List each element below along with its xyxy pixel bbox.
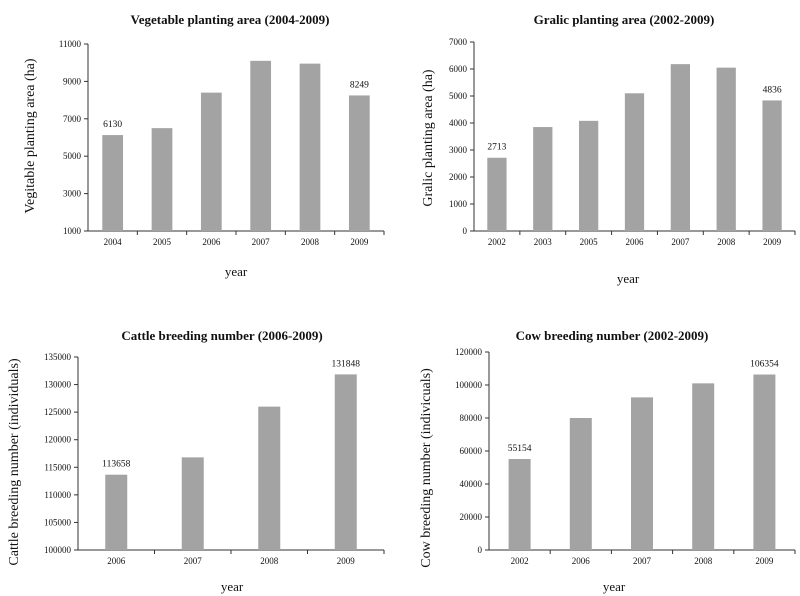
bar [200, 92, 222, 232]
chart-title: Vegetable planting area (2004-2009) [131, 12, 330, 27]
x-tick-label: 2007 [252, 237, 271, 247]
y-tick-label: 40000 [460, 479, 483, 489]
y-tick-label: 11000 [59, 39, 82, 49]
data-label: 4836 [763, 85, 782, 95]
bar [105, 474, 128, 550]
data-label: 2713 [487, 143, 506, 153]
bar [624, 93, 645, 231]
x-tick-label: 2005 [153, 237, 172, 247]
x-tick-label: 2003 [534, 237, 553, 247]
bar [579, 120, 599, 231]
x-tick-label: 2008 [717, 237, 736, 247]
x-tick-label: 2008 [301, 237, 320, 247]
y-tick-label: 5000 [449, 91, 468, 101]
y-tick-label: 2000 [449, 172, 468, 182]
x-tick-label: 2004 [104, 237, 123, 247]
y-tick-label: 135000 [44, 352, 72, 362]
chart-title: Cow breeding number (2002-2009) [516, 328, 709, 343]
garlic-area-chart: Gralic planting area (2002-2009) Gralic … [421, 12, 796, 286]
data-label: 8249 [350, 80, 369, 90]
bar [692, 383, 715, 550]
bar [250, 60, 272, 231]
y-tick-label: 110000 [44, 490, 71, 500]
y-tick-label: 100000 [44, 545, 72, 555]
y-tick-label: 4000 [449, 118, 468, 128]
x-axis-label: year [221, 579, 244, 594]
y-tick-label: 120000 [455, 347, 483, 357]
y-tick-label: 3000 [63, 189, 82, 199]
y-axis-label: Gralic planting area (ha) [421, 69, 436, 207]
bar [487, 157, 507, 231]
y-tick-label: 60000 [460, 446, 483, 456]
x-tick-label: 2009 [755, 556, 774, 566]
bar [533, 127, 553, 231]
cow-breeding-chart: Cow breeding number (2002-2009) Cow bree… [419, 328, 796, 594]
x-tick-label: 2005 [580, 237, 599, 247]
bar [762, 100, 782, 231]
bar [670, 64, 690, 231]
y-tick-label: 125000 [44, 407, 72, 417]
bar [753, 374, 776, 550]
y-tick-label: 5000 [63, 151, 82, 161]
bar [151, 128, 173, 231]
bar [102, 135, 124, 231]
cattle-breeding-chart: Cattle breeding number (2006-2009) Cattl… [7, 328, 385, 594]
y-tick-label: 105000 [44, 517, 72, 527]
y-tick-label: 100000 [455, 380, 483, 390]
bar [508, 458, 531, 550]
y-tick-label: 3000 [449, 145, 468, 155]
y-tick-label: 9000 [63, 76, 82, 86]
y-tick-label: 7000 [63, 114, 82, 124]
x-tick-label: 2002 [511, 556, 529, 566]
bar [181, 457, 204, 550]
data-label: 113658 [102, 460, 130, 470]
x-tick-label: 2008 [694, 556, 713, 566]
vegetable-area-chart: Vegetable planting area (2004-2009) Vegi… [23, 12, 385, 279]
x-tick-label: 2006 [572, 556, 591, 566]
chart-title: Gralic planting area (2002-2009) [534, 12, 715, 27]
y-axis-label: Cattle breeding number (individuals) [7, 358, 22, 566]
bar [299, 63, 321, 232]
x-tick-label: 2007 [184, 556, 203, 566]
x-tick-label: 2006 [202, 237, 221, 247]
chart-title: Cattle breeding number (2006-2009) [121, 328, 322, 343]
x-tick-label: 2002 [488, 237, 506, 247]
x-tick-label: 2008 [260, 556, 279, 566]
y-tick-label: 80000 [460, 413, 483, 423]
x-axis-label: year [617, 271, 640, 286]
x-tick-label: 2009 [350, 237, 369, 247]
y-tick-label: 115000 [44, 462, 71, 472]
data-label: 6130 [103, 120, 122, 130]
y-tick-label: 0 [463, 226, 468, 236]
y-tick-label: 0 [478, 545, 483, 555]
x-axis-label: year [225, 264, 248, 279]
y-axis-label: Cow breeding number (indivicuals) [419, 368, 434, 568]
bar [569, 418, 592, 550]
y-tick-label: 7000 [449, 37, 468, 47]
data-label: 106354 [750, 360, 779, 370]
y-tick-label: 20000 [460, 512, 483, 522]
bar [348, 95, 370, 232]
x-axis-label: year [603, 579, 626, 594]
x-tick-label: 2007 [671, 237, 690, 247]
data-label: 131848 [332, 359, 361, 369]
bar [334, 374, 357, 550]
y-tick-label: 130000 [44, 380, 72, 390]
x-tick-label: 2009 [337, 556, 356, 566]
x-tick-label: 2006 [107, 556, 126, 566]
data-label: 55154 [508, 444, 532, 454]
bar [631, 397, 653, 550]
bar [716, 67, 736, 232]
x-tick-label: 2009 [763, 237, 782, 247]
y-tick-label: 1000 [63, 226, 82, 236]
x-tick-label: 2006 [626, 237, 645, 247]
y-tick-label: 120000 [44, 435, 72, 445]
y-tick-label: 1000 [449, 199, 468, 209]
y-tick-label: 6000 [449, 64, 468, 74]
y-axis-label: Vegitable planting area (ha) [23, 58, 38, 213]
x-tick-label: 2007 [633, 556, 652, 566]
bar [258, 406, 281, 550]
